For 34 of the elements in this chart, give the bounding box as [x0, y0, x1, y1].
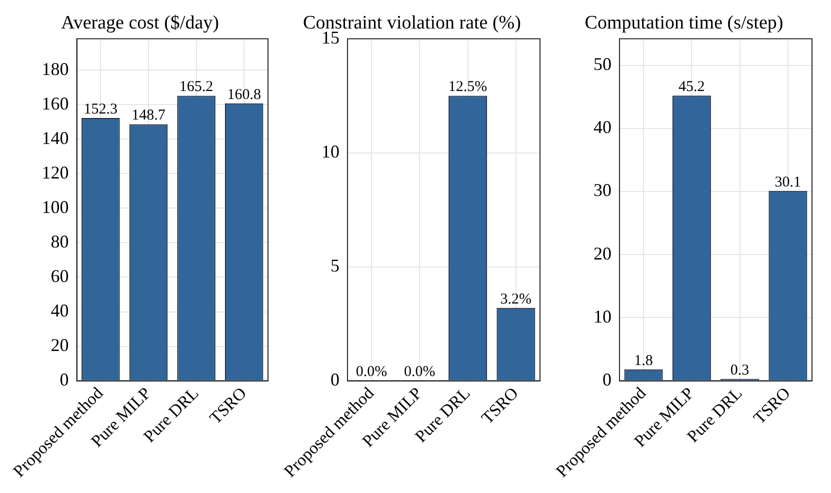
data-label: 165.2 — [179, 79, 214, 96]
y-tick-label: 80 — [50, 231, 69, 252]
chart-title: Computation time (s/step) — [584, 12, 784, 34]
y-tick-label: 50 — [593, 54, 612, 74]
data-label: 0.0% — [356, 364, 388, 380]
data-label: 30.1 — [774, 174, 802, 190]
y-tick-label: 40 — [50, 300, 69, 320]
data-label: 0.0% — [404, 364, 436, 380]
data-label: 1.8 — [634, 352, 653, 369]
y-tick-label: 10 — [321, 142, 340, 162]
data-label: 45.2 — [678, 79, 705, 96]
data-label: 12.5% — [448, 79, 488, 96]
y-tick-label: 60 — [50, 266, 69, 286]
y-tick-label: 180 — [42, 58, 69, 79]
y-tick-label: 15 — [321, 28, 340, 48]
y-tick-label: 0 — [330, 370, 340, 390]
y-tick-label: 160 — [42, 93, 69, 114]
data-label: 3.2% — [500, 291, 532, 308]
y-tick-label: 30 — [593, 180, 612, 200]
y-tick-label: 5 — [330, 256, 340, 276]
y-tick-label: 0 — [60, 370, 69, 390]
data-label: 0.3 — [730, 362, 750, 378]
chart-title: Average cost ($/day) — [61, 12, 219, 34]
y-tick-label: 20 — [593, 243, 612, 264]
data-label: 148.7 — [132, 108, 166, 124]
y-tick-label: 10 — [593, 306, 612, 326]
y-tick-label: 0 — [602, 370, 612, 390]
y-tick-label: 140 — [42, 128, 69, 148]
y-tick-label: 120 — [42, 162, 69, 182]
y-tick-label: 100 — [42, 196, 69, 217]
data-label: 160.8 — [227, 86, 261, 103]
data-label: 152.3 — [84, 101, 118, 118]
y-tick-label: 40 — [593, 117, 612, 138]
y-tick-label: 20 — [50, 334, 69, 355]
